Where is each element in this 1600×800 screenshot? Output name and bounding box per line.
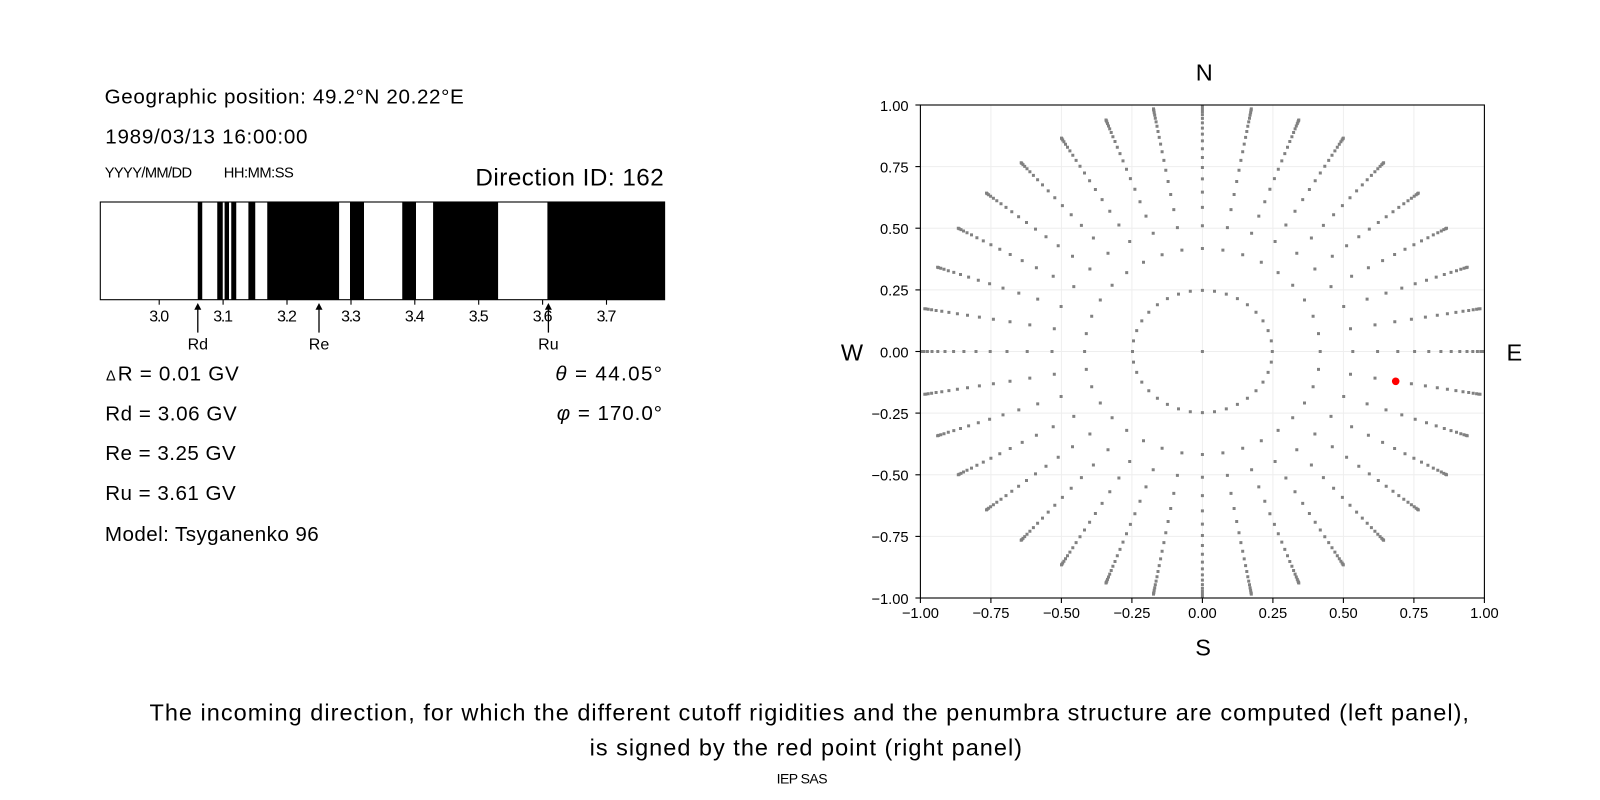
svg-text:3.3: 3.3: [341, 309, 361, 326]
svg-text:Ru: Ru: [538, 336, 558, 353]
svg-text:0.00: 0.00: [880, 345, 909, 361]
svg-text:E: E: [1507, 340, 1523, 366]
svg-text:Model: Tsyganenko 96: Model: Tsyganenko 96: [105, 523, 319, 546]
svg-text:R = 0.01 GV: R = 0.01 GV: [118, 362, 239, 385]
svg-text:W: W: [841, 340, 864, 366]
svg-text:3.0: 3.0: [149, 309, 169, 326]
svg-text:φ = 170.0°: φ = 170.0°: [557, 402, 662, 425]
svg-text:Δ: Δ: [106, 368, 116, 384]
svg-text:−1.00: −1.00: [871, 592, 908, 608]
svg-text:Ru = 3.61 GV: Ru = 3.61 GV: [105, 482, 236, 505]
svg-text:3.4: 3.4: [405, 309, 425, 326]
svg-text:is signed by the red point (ri: is signed by the red point (right panel): [590, 734, 1022, 760]
svg-text:−0.25: −0.25: [871, 407, 908, 423]
svg-text:Re = 3.25 GV: Re = 3.25 GV: [105, 442, 236, 465]
svg-text:0.75: 0.75: [880, 160, 909, 176]
svg-text:−0.50: −0.50: [1043, 606, 1080, 622]
svg-text:−0.75: −0.75: [972, 606, 1009, 622]
svg-text:1989/03/13 16:00:00: 1989/03/13 16:00:00: [105, 126, 307, 149]
svg-text:0.25: 0.25: [1259, 606, 1288, 622]
svg-text:−0.25: −0.25: [1113, 606, 1150, 622]
svg-text:1.00: 1.00: [880, 99, 909, 115]
svg-text:Rd: Rd: [188, 336, 208, 353]
svg-text:0.50: 0.50: [1329, 606, 1358, 622]
svg-text:S: S: [1195, 634, 1211, 660]
svg-text:3.2: 3.2: [277, 309, 297, 326]
svg-text:HH:MM:SS: HH:MM:SS: [224, 165, 294, 181]
svg-text:0.50: 0.50: [880, 222, 909, 238]
svg-text:0.75: 0.75: [1400, 606, 1429, 622]
svg-text:3.1: 3.1: [213, 309, 233, 326]
svg-text:YYYY/MM/DD: YYYY/MM/DD: [105, 165, 192, 181]
svg-text:Rd = 3.06 GV: Rd = 3.06 GV: [105, 403, 237, 426]
svg-text:Re: Re: [309, 336, 330, 353]
svg-text:3.6: 3.6: [533, 309, 553, 326]
svg-text:θ = 44.05°: θ = 44.05°: [555, 362, 662, 385]
svg-text:Geographic position: 49.2°N 20: Geographic position: 49.2°N 20.22°E: [105, 85, 464, 108]
svg-text:1.00: 1.00: [1470, 606, 1499, 622]
svg-text:−0.50: −0.50: [871, 469, 908, 485]
svg-text:0.00: 0.00: [1188, 606, 1217, 622]
svg-text:3.5: 3.5: [469, 309, 489, 326]
svg-text:−0.75: −0.75: [871, 530, 908, 546]
svg-text:The incoming direction, for wh: The incoming direction, for which the di…: [149, 699, 1468, 725]
svg-text:3.7: 3.7: [597, 309, 617, 326]
svg-text:−1.00: −1.00: [902, 606, 939, 622]
svg-text:IEP SAS: IEP SAS: [777, 771, 828, 787]
svg-text:0.25: 0.25: [880, 284, 909, 300]
svg-text:Direction ID: 162: Direction ID: 162: [475, 165, 663, 192]
svg-text:N: N: [1196, 59, 1213, 85]
